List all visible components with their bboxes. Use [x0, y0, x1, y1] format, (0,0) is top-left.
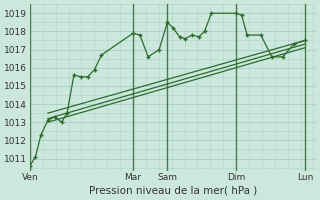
X-axis label: Pression niveau de la mer( hPa ): Pression niveau de la mer( hPa ) [89, 186, 257, 196]
